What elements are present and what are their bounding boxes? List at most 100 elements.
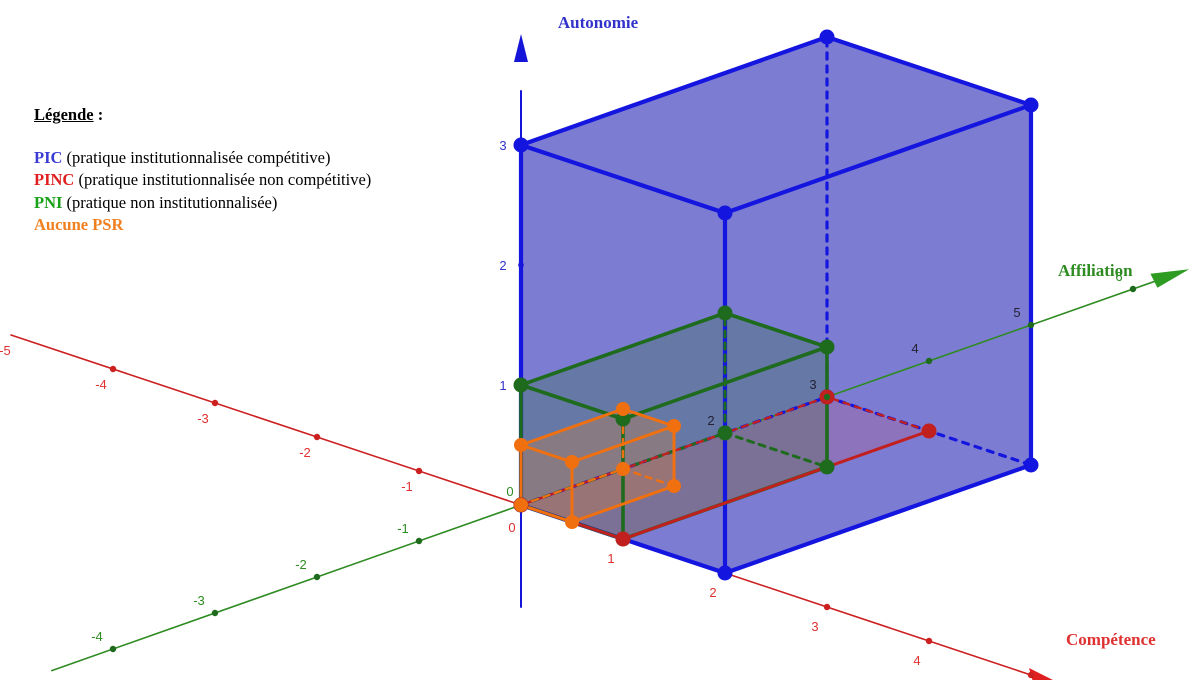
autonomie-axis-arrow [514,34,528,62]
affiliation-neg-tick-label-2: -2 [295,557,307,572]
pni-edge-8 [723,311,829,349]
affiliation-axis-arrow [1150,269,1190,288]
aucune-psr-vertex-o [514,498,528,512]
affiliation-neg-tick-label-3: -3 [193,593,205,608]
competence-tick-3 [823,603,831,611]
affiliation-axis-title: Affiliation [1058,261,1133,280]
pic-edge-8 [824,34,1034,108]
competence-tick-4 [925,637,933,645]
affiliation-tick-label-5: 5 [1013,305,1020,320]
legend-code-pic: PIC [34,147,63,167]
affiliation-tick-2 [721,429,729,437]
legend-title: Légende : [34,105,104,124]
aucune-psr-hidden-edge-1 [621,467,676,488]
autonomie-tick-label-2: 2 [499,258,506,273]
legend-item-aucune-psr: Aucune PSR [34,214,371,237]
competence-neg-tick-label-5: -5 [0,343,11,358]
pni-face-top [521,313,827,419]
competence-tick-5 [1027,671,1035,679]
competence-tick-label-2: 2 [709,585,716,600]
affiliation-tick-3 [823,393,831,401]
aucune-psr-hidden-edge-0 [519,467,625,507]
competence-axis-arrow [1029,668,1053,680]
pni-vertex-cu [615,411,631,427]
legend-code-pni: PNI [34,192,63,212]
aucune-psr-vertex-u [514,438,528,452]
aucune-psr-edge-0 [519,503,574,524]
pni-edge-7 [519,311,727,387]
pni-vertex-au [717,305,733,321]
origin-label-red: 0 [508,520,515,535]
pic-face-top [521,37,1031,213]
legend-item-pinc: PINC (pratique institutionnalisée non co… [34,170,372,189]
legend-code-pinc: PINC [34,170,75,189]
affiliation-neg-tick-label-4: -4 [91,629,103,644]
pic-vertex-cau [1023,97,1039,113]
autonomie-axis-title: Autonomie [558,13,639,32]
aucune-psr-edge-8 [621,407,676,428]
competence-tick-label-4: 4 [913,653,920,668]
aucune-psr-vertex-c [565,515,579,529]
pinc-hidden-edge-0 [825,395,931,433]
competence-neg-tick-label-4: -4 [95,377,107,392]
autonomie-tick-label-1: 1 [499,378,506,393]
pni-vertex-u [513,377,529,393]
aucune-psr-edge-2 [519,443,574,464]
affiliation-tick-label-3: 3 [809,377,816,392]
aucune-psr-face-top [521,409,674,462]
legend-item-pni: PNI (pratique non institutionnalisée) [34,192,278,212]
pinc-vertex-ca [921,423,937,439]
pic-edge-2 [518,142,728,216]
aucune-psr-edge-4 [570,484,676,524]
affiliation-tick-5 [1027,321,1035,329]
competence-tick-label-1: 1 [607,551,614,566]
pic-vertex-ca [1023,457,1039,473]
pni-edge-2 [519,383,625,421]
aucune-psr-vertex-a [616,462,630,476]
affiliation-tick-label-4: 4 [911,341,918,356]
pic-edge-6 [722,102,1034,216]
competence-neg-tick-label-3: -3 [197,411,209,426]
competence-neg-tick-3 [211,399,219,407]
aucune-psr-vertex-cau [667,419,681,433]
pic-vertex-cu [717,205,733,221]
affiliation-neg-tick-2 [313,573,321,581]
autonomie-tick-label-3: 3 [499,138,506,153]
competence-neg-tick-4 [109,365,117,373]
pni-vertex-cau [819,339,835,355]
pic-edge-7 [518,34,830,148]
aucune-psr-vertex-au [616,402,630,416]
legend-code-aucune-psr: Aucune PSR [34,215,124,234]
pinc-edge-1 [621,429,931,541]
pic-vertex-au [819,29,835,45]
competence-neg-tick-1 [415,467,423,475]
pic-face-side [725,105,1031,573]
pic-vertex-u [513,137,529,153]
affiliation-tick-4 [925,357,933,365]
pni-vertex-ca [819,459,835,475]
competence-neg-tick-2 [313,433,321,441]
pic-edge-4 [722,462,1034,576]
pic-vertex-c [717,565,733,581]
aucune-psr-vertex-cu [565,455,579,469]
pni-hidden-edge-1 [723,431,829,469]
affiliation-neg-tick-label-1: -1 [397,521,409,536]
autonomie-tick-2 [518,262,524,268]
affiliation-tick-6 [1129,285,1137,293]
origin-label-green: 0 [506,484,513,499]
affiliation-neg-tick-4 [109,645,117,653]
competence-tick-label-3: 3 [811,619,818,634]
competence-neg-tick-label-1: -1 [401,479,413,494]
pinc-vertex-c [615,531,631,547]
aucune-psr-vertex-ca [667,479,681,493]
aucune-psr-face-front [521,445,572,522]
affiliation-tick-label-2: 2 [707,413,714,428]
affiliation-tick-label-6: 6 [1115,269,1122,284]
affiliation-neg-tick-1 [415,537,423,545]
aucune-psr-edge-7 [519,407,625,447]
competence-neg-tick-label-2: -2 [299,445,311,460]
legend: Légende : PIC (pratique institutionnalis… [34,104,371,237]
affiliation-neg-tick-3 [211,609,219,617]
legend-item-pic: PIC (pratique institutionnalisée compéti… [34,147,331,167]
